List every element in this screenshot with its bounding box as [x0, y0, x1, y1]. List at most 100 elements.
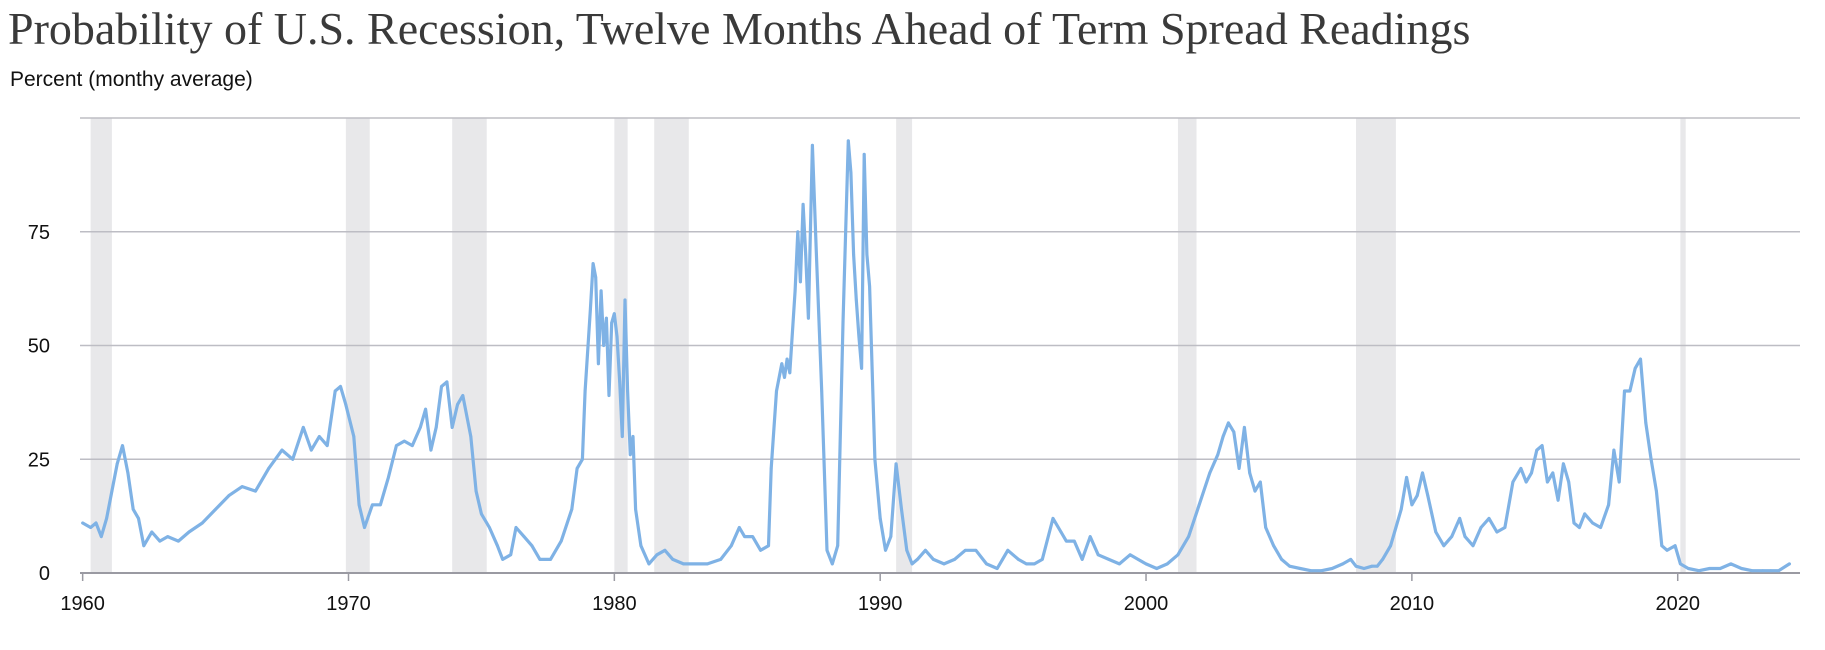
data-point — [894, 462, 898, 466]
data-point — [137, 517, 140, 520]
data-point — [1258, 480, 1262, 484]
data-point — [1519, 467, 1523, 470]
series-points-0 — [81, 139, 1791, 573]
data-point — [1243, 426, 1246, 429]
data-point — [591, 262, 595, 265]
data-point — [905, 548, 909, 552]
data-point — [1237, 467, 1241, 470]
data-point — [1118, 562, 1121, 566]
data-point — [1059, 530, 1063, 534]
data-point — [719, 558, 723, 561]
data-point — [1025, 562, 1028, 566]
data-point — [612, 312, 616, 316]
data-point — [1718, 567, 1722, 570]
data-point — [780, 362, 784, 366]
data-point — [121, 444, 124, 447]
data-point — [1320, 569, 1323, 573]
data-point — [1556, 498, 1560, 502]
data-point — [1088, 535, 1092, 538]
data-point — [1264, 526, 1268, 529]
data-point — [240, 485, 244, 488]
data-point — [1227, 421, 1230, 425]
data-point — [488, 526, 491, 529]
data-point — [1572, 521, 1576, 525]
data-point — [729, 544, 733, 548]
data-point — [445, 380, 449, 384]
data-point — [1136, 558, 1140, 561]
data-point — [1463, 535, 1467, 538]
data-point — [1155, 567, 1159, 570]
data-point — [1761, 569, 1765, 573]
data-point — [187, 530, 191, 534]
data-point — [743, 535, 746, 538]
data-point — [647, 562, 651, 566]
series-line-0 — [81, 139, 1791, 573]
data-point — [628, 453, 632, 457]
data-point — [1639, 357, 1642, 361]
data-point — [254, 489, 257, 493]
data-point — [570, 507, 574, 511]
data-point — [530, 544, 534, 548]
data-point — [549, 558, 552, 561]
data-point — [1617, 480, 1621, 484]
data-point — [815, 253, 818, 256]
data-point — [639, 544, 643, 548]
y-axis-label: Percent (monthy average) — [10, 68, 253, 91]
data-point — [769, 467, 773, 470]
x-tick-label: 1970 — [326, 593, 371, 615]
data-point — [1064, 539, 1068, 543]
data-point — [538, 558, 542, 561]
data-point — [1399, 507, 1403, 511]
data-point — [1567, 480, 1571, 484]
data-point — [395, 444, 398, 447]
data-point — [682, 562, 685, 566]
data-point — [200, 521, 204, 525]
data-point — [889, 535, 893, 538]
data-point — [1375, 564, 1379, 568]
data-point — [1649, 457, 1653, 461]
data-point — [1288, 564, 1291, 568]
data-point — [607, 394, 611, 397]
data-point — [150, 530, 154, 534]
data-point — [1362, 567, 1366, 570]
data-point — [1458, 517, 1462, 520]
data-point — [1330, 567, 1334, 570]
data-point — [115, 462, 119, 466]
data-point — [94, 521, 98, 525]
data-point — [339, 385, 342, 388]
data-point — [1665, 548, 1669, 552]
y-tick-label: 50 — [28, 336, 50, 358]
data-point — [1426, 494, 1430, 497]
data-point — [1769, 569, 1773, 573]
data-point — [418, 426, 422, 429]
data-point — [581, 457, 584, 461]
data-point — [429, 448, 433, 452]
x-axis-ticks: 1960 1970 1980 1990 2000 2010 2020 — [60, 573, 1700, 615]
data-point — [857, 335, 861, 338]
data-point — [602, 344, 606, 347]
data-point — [1001, 558, 1004, 561]
data-point — [1033, 562, 1036, 566]
data-point — [1524, 480, 1528, 484]
data-point — [105, 517, 108, 520]
x-tick-label: 2020 — [1655, 593, 1700, 615]
x-tick-label: 1980 — [592, 593, 637, 615]
data-point — [1450, 535, 1454, 538]
x-tick-label: 1960 — [60, 593, 105, 615]
data-point — [597, 362, 600, 366]
data-point — [379, 503, 382, 507]
data-point — [1176, 553, 1180, 557]
data-point — [1216, 453, 1220, 457]
data-point — [884, 548, 887, 552]
data-point — [852, 253, 855, 256]
data-point — [1628, 389, 1632, 393]
data-point — [1272, 544, 1275, 548]
data-point — [280, 448, 284, 452]
data-point — [1729, 562, 1733, 566]
data-point — [1578, 526, 1581, 529]
data-point — [916, 558, 919, 561]
data-point — [963, 548, 967, 552]
data-point — [849, 171, 853, 175]
data-point — [1410, 503, 1414, 507]
data-point — [620, 435, 624, 438]
